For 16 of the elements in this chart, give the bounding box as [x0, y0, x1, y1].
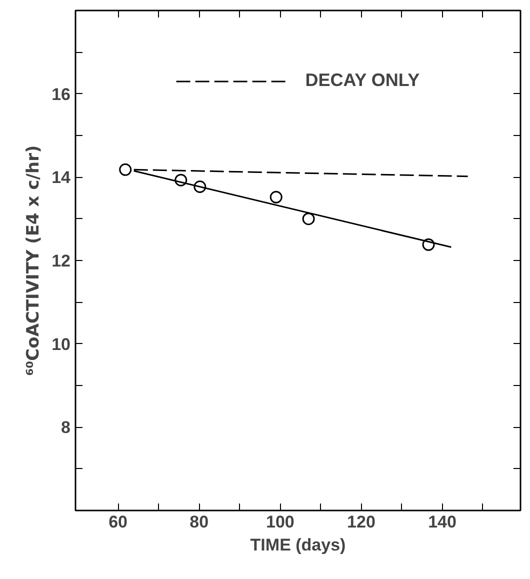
point — [270, 190, 282, 204]
y-tick-label: 12 — [52, 252, 71, 270]
x-tick-label: 100 — [266, 512, 294, 532]
text: DECAY ONLY — [305, 70, 420, 91]
x-tick-label: 120 — [347, 512, 376, 532]
x-tick-label: 140 — [428, 512, 456, 532]
point — [119, 163, 132, 176]
x-axis-title: TIME (days) — [250, 536, 346, 554]
point — [302, 212, 315, 226]
y-tick-label: 16 — [52, 84, 71, 104]
y-tick-label: 14 — [52, 168, 72, 188]
y-tick-label: 8 — [61, 418, 71, 438]
y-axis-title: ⁶⁰CoACTIVITY (E4 x c/hr) — [24, 145, 44, 376]
x-tick-label: 60 — [108, 512, 128, 532]
y-tick-label: 10 — [52, 334, 71, 354]
x-tick-label: 80 — [190, 512, 209, 532]
